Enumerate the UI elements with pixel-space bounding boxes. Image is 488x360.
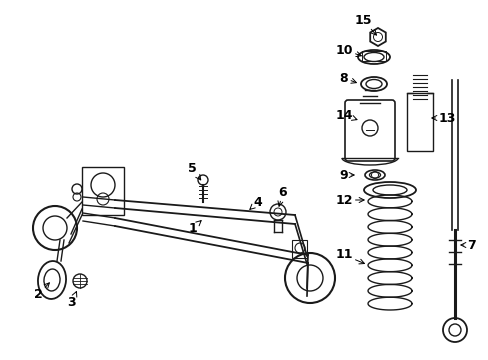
Text: 2: 2	[34, 283, 49, 302]
Circle shape	[269, 204, 285, 220]
Text: 3: 3	[67, 292, 77, 309]
Bar	[406, 93, 432, 151]
Text: 9: 9	[339, 168, 353, 181]
Text: 10: 10	[335, 44, 361, 57]
Text: 8: 8	[339, 72, 356, 85]
Text: 13: 13	[431, 112, 455, 125]
Text: 11: 11	[335, 248, 364, 264]
Text: 5: 5	[187, 162, 200, 180]
Text: 12: 12	[335, 194, 364, 207]
Text: 14: 14	[335, 108, 356, 122]
Text: 7: 7	[460, 239, 474, 252]
Bar	[361, 51, 385, 61]
Text: 4: 4	[249, 195, 262, 210]
Bar	[82, 167, 124, 215]
Text: 15: 15	[353, 14, 376, 35]
Bar	[291, 240, 306, 258]
Text: 1: 1	[188, 221, 201, 234]
Text: 6: 6	[277, 185, 287, 206]
